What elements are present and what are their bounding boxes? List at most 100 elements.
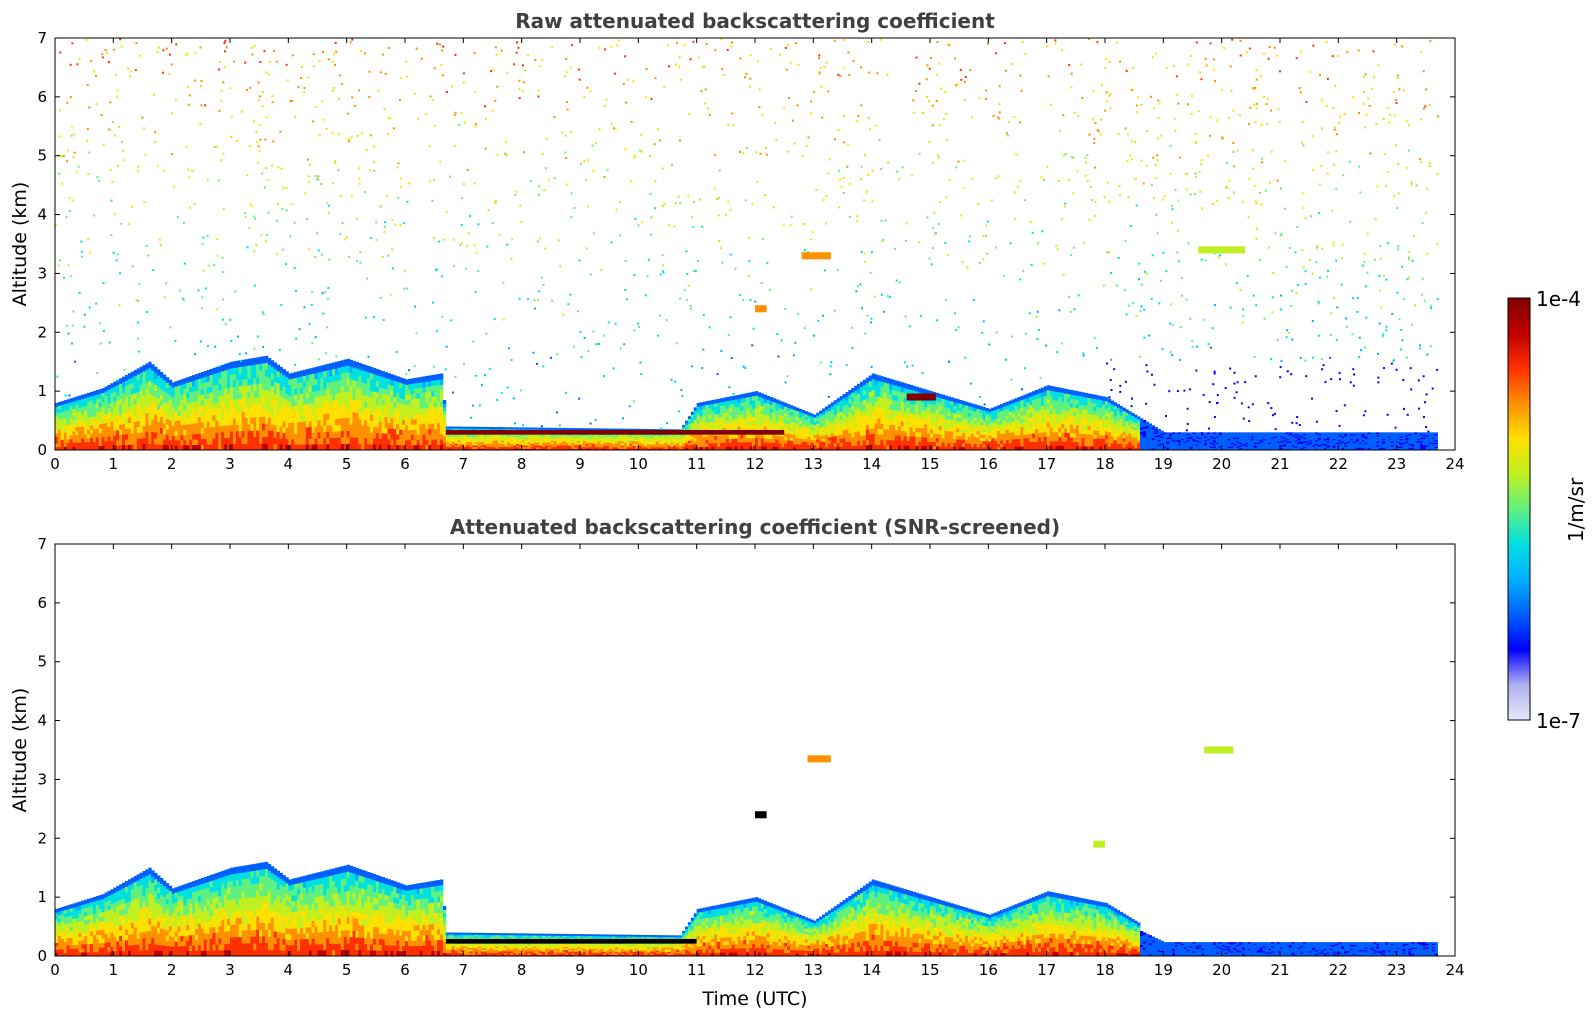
backscatter-cell xyxy=(273,424,278,432)
backscatter-cell xyxy=(545,442,549,445)
backscatter-cell xyxy=(335,405,339,413)
backscatter-cell xyxy=(81,430,85,435)
backscatter-cell xyxy=(101,441,105,446)
backscatter-cell xyxy=(734,446,738,450)
backscatter-cell xyxy=(597,439,601,442)
backscatter-cell xyxy=(658,438,663,440)
backscatter-cell xyxy=(273,393,278,401)
backscatter-cell xyxy=(647,428,651,431)
backscatter-cell xyxy=(714,417,718,422)
backscatter-cell xyxy=(87,400,91,406)
backscatter-cell xyxy=(428,375,432,382)
backscatter-cell xyxy=(1020,442,1024,447)
backscatter-cell xyxy=(1014,424,1018,429)
backscatter-cell xyxy=(766,434,770,439)
backscatter-cell xyxy=(60,429,65,433)
backscatter-cell xyxy=(230,374,234,382)
backscatter-cell xyxy=(370,396,374,403)
backscatter-cell xyxy=(55,429,59,434)
backscatter-cell xyxy=(122,429,126,435)
backscatter-cell xyxy=(568,448,572,450)
backscatter-cell xyxy=(574,435,578,438)
backscatter-cell xyxy=(384,416,388,423)
backscatter-cell xyxy=(399,382,403,389)
backscatter-cell xyxy=(845,437,849,443)
backscatter-cell xyxy=(463,438,467,441)
backscatter-cell xyxy=(160,383,164,390)
backscatter-cell xyxy=(705,422,709,426)
backscatter-cell xyxy=(1093,446,1097,450)
backscatter-cell xyxy=(244,372,248,380)
backscatter-cell xyxy=(1029,437,1033,443)
backscatter-cell xyxy=(422,444,426,450)
backscatter-cell xyxy=(475,438,479,441)
backscatter-cell xyxy=(113,401,117,407)
backscatter-cell xyxy=(524,435,528,438)
backscatter-cell xyxy=(868,386,873,392)
backscatter-cell xyxy=(92,428,97,434)
backscatter-cell xyxy=(731,434,735,439)
backscatter-cell xyxy=(320,407,324,415)
backscatter-cell xyxy=(125,433,129,440)
backscatter-cell xyxy=(221,370,225,378)
backscatter-cell xyxy=(308,409,313,416)
backscatter-cell xyxy=(1052,400,1056,405)
backscatter-cell xyxy=(512,433,517,436)
backscatter-cell xyxy=(498,443,502,446)
backscatter-cell xyxy=(1087,405,1091,411)
backscatter-cell xyxy=(422,413,426,419)
backscatter-cell xyxy=(556,443,560,446)
backscatter-cell xyxy=(1046,413,1050,419)
backscatter-cell xyxy=(638,439,642,442)
backscatter-cell xyxy=(743,409,747,415)
backscatter-cell xyxy=(775,446,779,450)
backscatter-cell xyxy=(539,442,543,445)
backscatter-cell xyxy=(329,394,333,401)
backscatter-cell xyxy=(860,415,864,422)
backscatter-cell xyxy=(203,393,208,400)
backscatter-cell xyxy=(740,418,744,423)
backscatter-cell xyxy=(629,446,633,449)
backscatter-cell xyxy=(1029,441,1033,447)
backscatter-cell xyxy=(495,446,499,449)
backscatter-cell xyxy=(912,417,916,423)
backscatter-cell xyxy=(1075,395,1080,400)
backscatter-cell xyxy=(224,443,228,450)
backscatter-cell xyxy=(81,438,85,443)
backscatter-cell xyxy=(265,362,269,370)
backscatter-cell xyxy=(582,434,587,437)
backscatter-cell xyxy=(862,429,867,436)
backscatter-cell xyxy=(104,404,108,410)
backscatter-cell xyxy=(197,444,202,450)
backscatter-cell xyxy=(647,442,651,445)
backscatter-cell xyxy=(836,431,840,436)
backscatter-cell xyxy=(830,439,835,444)
backscatter-cell xyxy=(127,444,132,450)
backscatter-cell xyxy=(903,430,908,437)
backscatter-cell xyxy=(755,437,759,442)
backscatter-cell xyxy=(119,409,123,415)
backscatter-cell xyxy=(241,430,245,438)
backscatter-cell xyxy=(113,386,117,392)
backscatter-cell xyxy=(895,405,899,411)
backscatter-cell xyxy=(810,413,814,417)
backscatter-cell xyxy=(250,371,254,379)
backscatter-cell xyxy=(250,423,254,431)
backscatter-cell xyxy=(265,369,269,377)
backscatter-cell xyxy=(305,421,310,428)
backscatter-cell xyxy=(253,377,257,385)
backscatter-cell xyxy=(454,436,458,439)
backscatter-cell xyxy=(122,439,126,446)
backscatter-cell xyxy=(355,393,359,401)
backscatter-cell xyxy=(685,437,689,440)
backscatter-cell xyxy=(1014,427,1018,432)
backscatter-cell xyxy=(860,396,864,402)
backscatter-cell xyxy=(183,378,187,384)
backscatter-cell xyxy=(965,439,969,444)
backscatter-cell xyxy=(387,400,391,407)
backscatter-cell xyxy=(912,427,916,433)
backscatter-cell xyxy=(340,373,345,380)
backscatter-cell xyxy=(906,388,910,394)
backscatter-cell xyxy=(711,421,715,426)
backscatter-cell xyxy=(335,431,339,438)
